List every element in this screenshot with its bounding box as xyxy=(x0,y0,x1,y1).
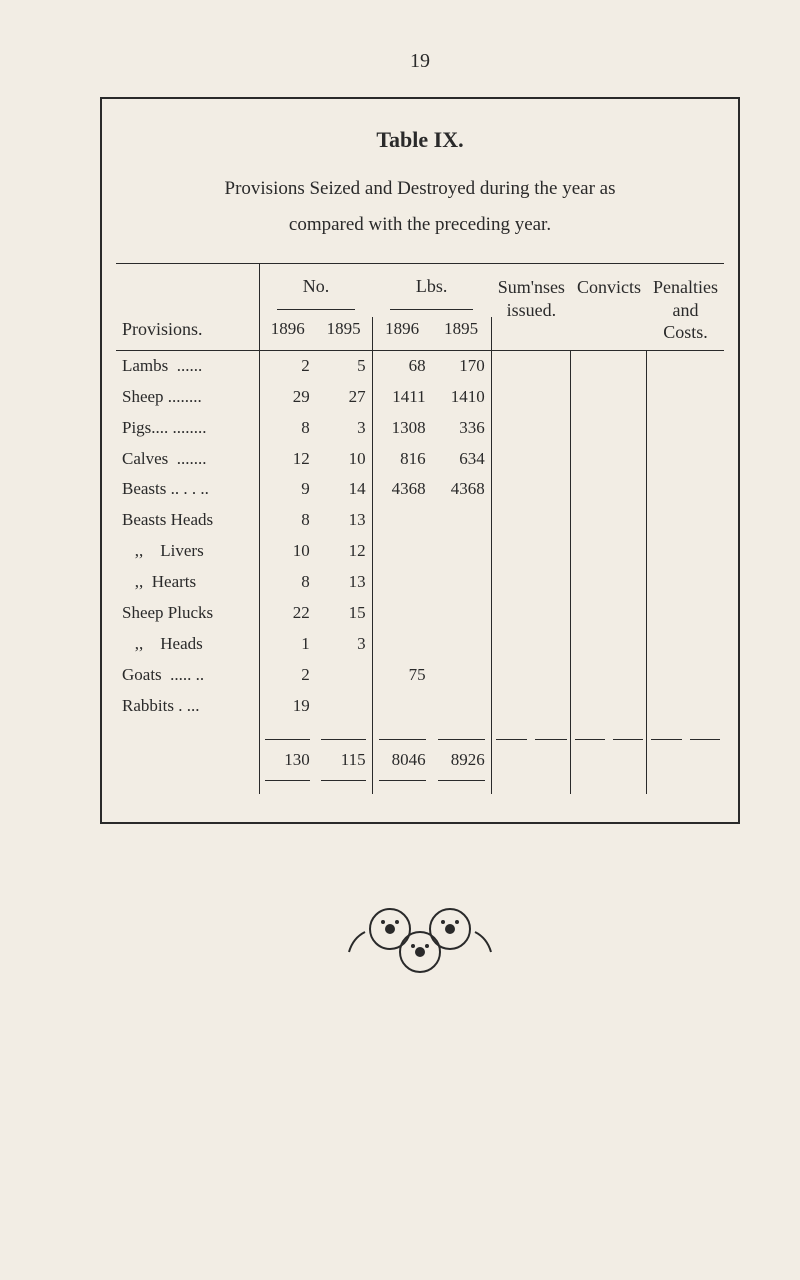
cell-lbs-1895 xyxy=(432,629,492,660)
cell-no-1896: 29 xyxy=(259,382,315,413)
cell-lbs-1895 xyxy=(432,598,492,629)
cell-lbs-1896: 4368 xyxy=(372,474,432,505)
cell-lbs-1896: 816 xyxy=(372,444,432,475)
col-header-convicts: Convicts xyxy=(571,264,647,350)
provisions-table: Provisions. No. Lbs. Sum'nses issued. Co… xyxy=(116,263,724,794)
cell-lbs-1895 xyxy=(432,660,492,691)
cell-no-1895: 14 xyxy=(316,474,372,505)
total-no-1895: 115 xyxy=(316,740,372,780)
row-label: Lambs ...... xyxy=(116,350,259,381)
cell-no-1895: 12 xyxy=(316,536,372,567)
cell-no-1895: 13 xyxy=(316,505,372,536)
cell-lbs-1896 xyxy=(372,567,432,598)
row-label: ,, Heads xyxy=(116,629,259,660)
cell-lbs-1896 xyxy=(372,629,432,660)
cell-lbs-1895: 4368 xyxy=(432,474,492,505)
cell-no-1895: 27 xyxy=(316,382,372,413)
caption-line-2: compared with the preceding year. xyxy=(128,207,712,243)
cell-lbs-1896 xyxy=(372,691,432,722)
cell-lbs-1895: 336 xyxy=(432,413,492,444)
total-no-1896: 130 xyxy=(259,740,315,780)
table-row: ,, Heads13 xyxy=(116,629,724,660)
col-header-no: No. xyxy=(259,264,372,307)
cell-no-1895: 13 xyxy=(316,567,372,598)
page: 19 Table IX. Provisions Seized and Destr… xyxy=(0,0,800,1280)
cell-no-1896: 8 xyxy=(259,567,315,598)
table-row: Beasts Heads813 xyxy=(116,505,724,536)
row-label: Pigs.... ........ xyxy=(116,413,259,444)
table-caption: Provisions Seized and Destroyed during t… xyxy=(128,171,712,243)
cell-no-1896: 8 xyxy=(259,505,315,536)
year-lbs-1895: 1895 xyxy=(432,317,492,350)
cell-lbs-1896: 68 xyxy=(372,350,432,381)
cell-lbs-1896: 1411 xyxy=(372,382,432,413)
cell-lbs-1895: 634 xyxy=(432,444,492,475)
caption-line-1: Provisions Seized and Destroyed during t… xyxy=(128,171,712,207)
row-label: Goats ..... .. xyxy=(116,660,259,691)
table-row: Sheep Plucks2215 xyxy=(116,598,724,629)
cell-lbs-1895: 170 xyxy=(432,350,492,381)
table-row: Calves .......1210816634 xyxy=(116,444,724,475)
table-row: Sheep ........292714111410 xyxy=(116,382,724,413)
cell-no-1896: 2 xyxy=(259,660,315,691)
cell-lbs-1896: 75 xyxy=(372,660,432,691)
year-lbs-1896: 1896 xyxy=(372,317,432,350)
page-number: 19 xyxy=(100,50,740,73)
cell-lbs-1896 xyxy=(372,536,432,567)
cell-lbs-1895: 1410 xyxy=(432,382,492,413)
table-row: Lambs ......2568170 xyxy=(116,350,724,381)
cell-lbs-1896: 1308 xyxy=(372,413,432,444)
row-label: ,, Livers xyxy=(116,536,259,567)
cell-lbs-1895 xyxy=(432,691,492,722)
cell-no-1895: 3 xyxy=(316,629,372,660)
cell-lbs-1896 xyxy=(372,598,432,629)
cell-no-1896: 8 xyxy=(259,413,315,444)
col-header-penalties: Penalties and Costs. xyxy=(647,264,724,350)
cell-no-1895: 10 xyxy=(316,444,372,475)
cell-no-1895: 15 xyxy=(316,598,372,629)
table-row: Rabbits . ...19 xyxy=(116,691,724,722)
table-row: Pigs.... ........831308336 xyxy=(116,413,724,444)
cell-no-1895 xyxy=(316,691,372,722)
flower-ornament-icon xyxy=(345,894,495,984)
cell-no-1896: 10 xyxy=(259,536,315,567)
cell-lbs-1895 xyxy=(432,536,492,567)
cell-no-1895 xyxy=(316,660,372,691)
total-lbs-1896: 8046 xyxy=(372,740,432,780)
row-label: ,, Hearts xyxy=(116,567,259,598)
table-title: Table IX. xyxy=(116,127,724,153)
cell-no-1895: 3 xyxy=(316,413,372,444)
cell-lbs-1895 xyxy=(432,505,492,536)
totals-rule-top xyxy=(116,722,724,740)
totals-rule-bottom xyxy=(116,780,724,794)
cell-no-1896: 2 xyxy=(259,350,315,381)
cell-lbs-1896 xyxy=(372,505,432,536)
cell-no-1896: 22 xyxy=(259,598,315,629)
row-label: Calves ....... xyxy=(116,444,259,475)
table-body: Lambs ......2568170Sheep ........2927141… xyxy=(116,350,724,722)
cell-no-1896: 12 xyxy=(259,444,315,475)
row-label: Beasts Heads xyxy=(116,505,259,536)
col-header-lbs: Lbs. xyxy=(372,264,491,307)
totals-row: 130 115 8046 8926 xyxy=(116,740,724,780)
col-header-summonses: Sum'nses issued. xyxy=(491,264,571,350)
cell-no-1896: 19 xyxy=(259,691,315,722)
row-label: Rabbits . ... xyxy=(116,691,259,722)
table-row: Goats ..... ..2 75 xyxy=(116,660,724,691)
cell-lbs-1895 xyxy=(432,567,492,598)
year-no-1895: 1895 xyxy=(316,317,372,350)
row-label: Beasts .. . . .. xyxy=(116,474,259,505)
row-label: Sheep ........ xyxy=(116,382,259,413)
total-lbs-1895: 8926 xyxy=(432,740,492,780)
table-row: ,, Hearts813 xyxy=(116,567,724,598)
cell-no-1895: 5 xyxy=(316,350,372,381)
table-row: Beasts .. . . ..91443684368 xyxy=(116,474,724,505)
cell-no-1896: 1 xyxy=(259,629,315,660)
year-no-1896: 1896 xyxy=(259,317,315,350)
table-row: ,, Livers1012 xyxy=(116,536,724,567)
col-header-provisions: Provisions. xyxy=(116,264,259,350)
cell-no-1896: 9 xyxy=(259,474,315,505)
table-frame: Table IX. Provisions Seized and Destroye… xyxy=(100,97,740,824)
row-label: Sheep Plucks xyxy=(116,598,259,629)
